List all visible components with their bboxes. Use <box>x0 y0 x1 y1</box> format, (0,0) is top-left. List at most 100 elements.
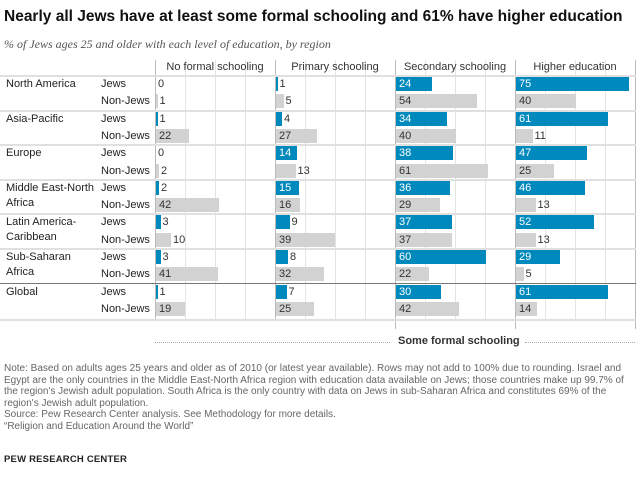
region-label: Europe <box>6 147 42 160</box>
gridline <box>335 60 336 322</box>
bar-non-jews <box>396 267 429 282</box>
region-label: North America <box>6 78 76 90</box>
value-label: 2 <box>161 181 168 194</box>
value-label: 37 <box>399 233 412 246</box>
chart-title: Nearly all Jews have at least some forma… <box>4 8 623 25</box>
group-label: Non-Jews <box>101 199 150 212</box>
group-label: Jews <box>101 147 127 160</box>
value-label: 7 <box>288 285 295 298</box>
bar-non-jews <box>156 301 185 316</box>
region-label: Global <box>6 285 38 298</box>
value-label: 54 <box>399 95 412 108</box>
value-label: 40 <box>399 129 412 142</box>
gridline <box>245 60 246 322</box>
bar-jews <box>516 77 629 91</box>
bar-jews <box>276 111 282 126</box>
value-label: 30 <box>399 285 412 298</box>
value-label: 3 <box>162 251 169 263</box>
value-label: 32 <box>279 268 292 281</box>
bar-jews <box>396 180 450 195</box>
value-label: 22 <box>159 129 172 142</box>
bar-jews <box>516 215 594 230</box>
value-label: 37 <box>399 216 412 229</box>
value-label: 19 <box>159 302 172 315</box>
value-label: 52 <box>519 216 532 229</box>
gridline <box>215 60 216 322</box>
bar-non-jews <box>276 301 314 316</box>
brand-logo: PEW RESEARCH CENTER <box>4 454 128 465</box>
bar-non-jews <box>516 163 554 178</box>
gridline <box>455 60 456 322</box>
source-text: Source: Pew Research Center analysis. Se… <box>4 409 336 421</box>
value-label: 47 <box>519 147 532 160</box>
value-label: 27 <box>279 129 292 142</box>
value-label: 4 <box>284 112 291 125</box>
bar-jews <box>276 146 297 161</box>
value-label: 16 <box>279 199 292 212</box>
bar-jews <box>156 111 158 126</box>
value-label: 29 <box>519 251 532 263</box>
group-label: Jews <box>101 181 127 194</box>
value-label: 1 <box>159 285 166 298</box>
region-separator <box>0 144 636 147</box>
bar-non-jews <box>516 267 524 282</box>
bar-jews <box>516 111 608 126</box>
region-separator <box>0 213 636 216</box>
value-label: 41 <box>159 268 172 281</box>
region-separator <box>0 282 636 284</box>
span-label: Some formal schooling <box>398 335 520 347</box>
group-label: Jews <box>101 78 127 90</box>
bar-non-jews <box>396 128 456 143</box>
region-label: Sub-Saharan Africa <box>6 251 71 278</box>
column-axis <box>275 60 276 322</box>
bar-non-jews <box>396 232 452 247</box>
bar-non-jews <box>276 267 324 282</box>
value-label: 8 <box>290 251 297 263</box>
bar-jews <box>276 215 290 230</box>
group-label: Non-Jews <box>101 268 150 281</box>
bar-jews <box>516 250 560 264</box>
group-label: Non-Jews <box>101 302 150 315</box>
value-label: 3 <box>162 216 169 229</box>
bar-jews <box>396 284 441 299</box>
bar-non-jews <box>516 301 537 316</box>
bar-jews <box>276 284 287 299</box>
region-separator <box>0 178 636 181</box>
bar-jews <box>156 284 158 299</box>
column-header: No formal schooling <box>166 61 264 73</box>
group-label: Non-Jews <box>101 95 150 108</box>
bar-jews <box>156 250 161 264</box>
value-label: 25 <box>279 302 292 315</box>
value-label: 39 <box>279 233 292 246</box>
group-label: Jews <box>101 285 127 298</box>
value-label: 9 <box>291 216 298 229</box>
bar-non-jews <box>156 267 218 282</box>
span-dotted-line-left <box>155 342 390 343</box>
value-label: 46 <box>519 181 532 194</box>
bar-jews <box>396 111 447 126</box>
group-label: Non-Jews <box>101 233 150 246</box>
group-label: Non-Jews <box>101 129 150 142</box>
bar-non-jews <box>156 163 159 178</box>
bar-jews <box>396 215 452 230</box>
notes: Note: Based on adults ages 25 years and … <box>4 363 634 433</box>
value-label: 14 <box>279 147 292 160</box>
bar-non-jews <box>156 232 171 247</box>
bar-non-jews <box>516 128 533 143</box>
column-header: Primary schooling <box>291 61 379 73</box>
bar-jews <box>516 284 608 299</box>
value-label: 1 <box>159 112 166 125</box>
bar-jews <box>516 146 587 161</box>
value-label: 61 <box>519 112 532 125</box>
bar-non-jews <box>276 198 300 213</box>
value-label: 61 <box>399 164 412 177</box>
bar-jews <box>396 250 486 264</box>
bar-non-jews <box>516 232 536 247</box>
bottom-separator <box>0 319 636 322</box>
value-label: 5 <box>525 268 532 281</box>
bar-non-jews <box>156 94 158 109</box>
value-label: 38 <box>399 147 412 160</box>
region-label: Latin America-Caribbean <box>6 216 77 244</box>
region-separator <box>0 109 636 112</box>
